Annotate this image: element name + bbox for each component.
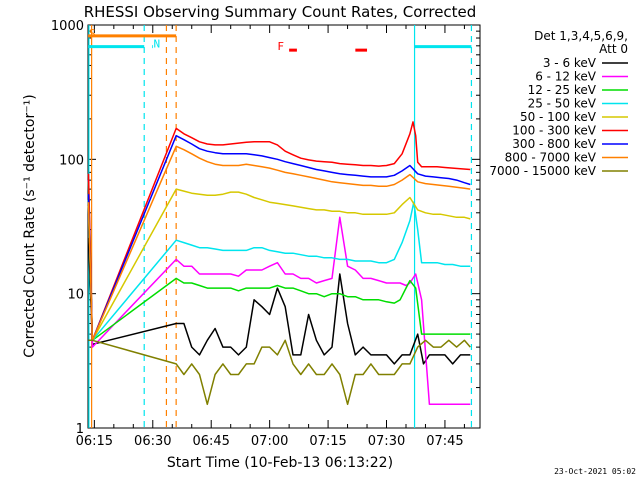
legend-label: 300 - 800 keV — [512, 137, 596, 151]
x-tick-label: 07:30 — [368, 434, 405, 449]
y-tick-label: 10 — [67, 288, 84, 303]
x-tick-label: 06:45 — [192, 434, 229, 449]
series-line — [87, 121, 471, 342]
flag-annotation: N — [154, 37, 161, 50]
flag-bars — [88, 34, 472, 52]
x-tick-label: 06:30 — [134, 434, 171, 449]
series-line — [87, 199, 471, 342]
flag-annotation: F — [277, 40, 284, 53]
series-line — [88, 339, 471, 406]
series-line — [87, 237, 471, 365]
y-tick-label: 1000 — [51, 19, 84, 34]
legend-label: 3 - 6 keV — [543, 56, 597, 70]
plot-frame — [87, 24, 481, 429]
x-tick-label: 07:00 — [251, 434, 288, 449]
legend-label: 50 - 100 keV — [520, 110, 597, 124]
x-axis-label: Start Time (10-Feb-13 06:13:22) — [167, 455, 393, 471]
series-lines — [87, 121, 471, 406]
legend-label: 7000 - 15000 keV — [489, 164, 596, 178]
y-tick-label: 100 — [59, 153, 84, 168]
legend-label: 800 - 7000 keV — [505, 151, 597, 165]
x-tick-label: 07:45 — [426, 434, 463, 449]
series-line — [87, 188, 471, 342]
flag-annotations: F N S — [89, 27, 284, 53]
vertical-markers — [88, 25, 473, 428]
legend-title-2: Att 0 — [599, 42, 628, 56]
legend-label: 12 - 25 keV — [528, 83, 597, 97]
legend-label: 6 - 12 keV — [535, 70, 597, 84]
x-tick-label: 06:15 — [76, 434, 113, 449]
legend-title-1: Det 1,3,4,5,6,9, — [534, 29, 628, 43]
series-line — [87, 134, 471, 342]
x-tick-label: 07:15 — [309, 434, 346, 449]
series-line — [87, 145, 471, 342]
legend-label: 25 - 50 keV — [528, 97, 597, 111]
series-line — [87, 181, 471, 342]
y-tick-label: 1 — [76, 422, 84, 437]
footer-date: 23-Oct-2021 05:02 — [554, 467, 636, 476]
y-axis-label: Corrected Count Rate (s⁻¹ detector⁻¹) — [22, 94, 38, 357]
plot-axes: 1 10 100 1000 06:15 06:30 06:45 07:00 07:15 07:30… — [51, 19, 481, 449]
legend-label: 100 - 300 keV — [512, 124, 596, 138]
series-line — [87, 180, 471, 406]
flag-annotation: S — [89, 27, 96, 40]
chart-title: RHESSI Observing Summary Count Rates, Co… — [84, 3, 477, 21]
